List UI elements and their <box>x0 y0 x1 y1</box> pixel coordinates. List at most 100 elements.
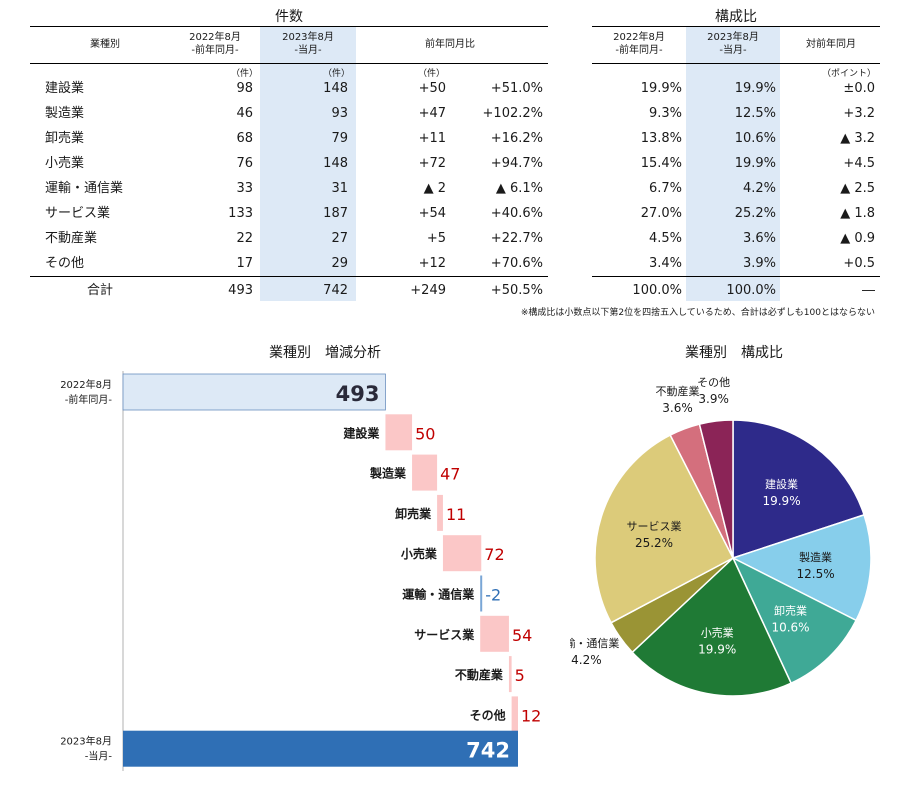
share-unit-yoy: （ポイント） <box>821 69 876 79</box>
count-row-prev: 98 <box>236 81 253 96</box>
count-row-cur: 187 <box>323 206 348 221</box>
count-total-diff: +249 <box>410 283 446 298</box>
pie-slice <box>731 556 858 685</box>
share-row-prev: 6.7% <box>648 181 682 196</box>
share-table-header-rule <box>592 63 880 64</box>
pie-slice-value: 12.5% <box>797 567 835 581</box>
waterfall-start-label: 2022年8月 <box>60 378 112 391</box>
count-header-yoy: 前年同月比 <box>425 39 475 50</box>
share-table-total-rule <box>592 276 880 277</box>
count-row-cur: 27 <box>331 231 348 246</box>
count-row-prev: 133 <box>228 206 253 221</box>
count-header-category: 業種別 <box>90 39 120 50</box>
pie-slice-label: 小売業 <box>701 626 734 639</box>
share-row-cur: 3.6% <box>742 231 776 246</box>
share-header-cur-line1: 2023年8月 <box>707 32 759 43</box>
share-table-title: 構成比 <box>715 9 757 25</box>
waterfall-step-value: 54 <box>512 626 532 645</box>
pie-slice <box>594 434 735 624</box>
share-total-prev: 100.0% <box>632 283 682 298</box>
waterfall-step-value: 50 <box>415 424 435 443</box>
waterfall-step-bar <box>511 696 518 733</box>
count-row-rate: +102.2% <box>482 106 543 121</box>
count-row-prev: 68 <box>236 131 253 146</box>
pie-slice-label: その他 <box>697 376 730 389</box>
pie-slice-value: 3.9% <box>698 392 729 406</box>
count-row-rate: +94.7% <box>490 156 543 171</box>
count-unit-diff: （件） <box>417 69 445 79</box>
count-row-category: 卸売業 <box>45 131 85 146</box>
count-row-cur: 148 <box>323 81 348 96</box>
count-row-diff: +11 <box>418 131 446 146</box>
pie-slice-value: 3.6% <box>662 401 693 415</box>
count-row-prev: 76 <box>236 156 253 171</box>
pie-slice <box>732 419 866 560</box>
pie-slice <box>731 513 872 622</box>
count-row-rate: +16.2% <box>490 131 543 146</box>
share-row-cur: 12.5% <box>734 106 776 121</box>
waterfall-start-value: 493 <box>336 382 380 406</box>
count-row-cur: 148 <box>323 156 348 171</box>
share-header-prev-line2: -前年同月- <box>615 45 663 56</box>
share-row-diff: +3.2 <box>843 106 875 121</box>
count-row-cur: 93 <box>331 106 348 121</box>
share-row-cur: 4.2% <box>742 181 776 196</box>
count-header-prev: 2022年8月 -前年同月- <box>170 31 260 57</box>
waterfall-step-label: 不動産業 <box>455 667 504 682</box>
count-header-prev-line2: -前年同月- <box>191 45 239 56</box>
waterfall-start-bar <box>122 373 386 411</box>
waterfall-title: 業種別 増減分析 <box>269 344 381 361</box>
count-row-prev: 17 <box>236 256 253 271</box>
pie-title: 業種別 構成比 <box>685 345 783 361</box>
waterfall-step-value: 12 <box>521 706 541 725</box>
count-total-label: 合計 <box>86 283 113 298</box>
pie-slice-value: 25.2% <box>635 536 673 550</box>
pie-slice-value: 4.2% <box>571 653 602 667</box>
share-row-cur: 19.9% <box>734 156 776 171</box>
pie-slice <box>631 556 793 697</box>
share-header-cur: 2023年8月 -当月- <box>688 31 778 57</box>
share-total-diff: ― <box>862 283 875 298</box>
pie-slice-label: 建設業 <box>765 477 798 491</box>
pie-slice-label: 運輸・通信業 <box>570 636 619 650</box>
waterfall-step-value: -2 <box>485 586 501 605</box>
waterfall-end-bar <box>123 730 518 767</box>
waterfall-step-value: 72 <box>484 545 504 564</box>
count-total-rate: +50.5% <box>490 283 543 298</box>
count-row-category: 不動産業 <box>45 231 98 246</box>
pie-slice-value: 19.9% <box>698 642 736 656</box>
pie-slice <box>698 419 734 559</box>
count-unit-prev: （件） <box>230 69 258 79</box>
waterfall-step-value: 47 <box>440 465 460 484</box>
share-row-diff: +4.5 <box>843 156 875 171</box>
count-total-cur: 742 <box>323 283 348 298</box>
share-row-cur: 10.6% <box>734 131 776 146</box>
count-row-cur: 79 <box>331 131 348 146</box>
count-row-cur: 31 <box>331 181 348 196</box>
waterfall-step-value: 5 <box>515 666 525 685</box>
share-row-prev: 4.5% <box>648 231 682 246</box>
pie-slice-label: サービス業 <box>627 520 682 533</box>
count-row-category: 小売業 <box>45 156 85 171</box>
share-row-diff: ▲ 0.9 <box>840 231 875 246</box>
waterfall-end-label: 2023年8月 <box>60 735 112 748</box>
count-row-category: サービス業 <box>45 206 111 221</box>
count-table-top-rule <box>30 26 548 27</box>
share-row-prev: 13.8% <box>640 131 682 146</box>
share-row-diff: ±0.0 <box>843 81 875 96</box>
count-row-prev: 33 <box>236 181 253 196</box>
count-table-title: 件数 <box>275 9 303 25</box>
share-row-diff: ▲ 3.2 <box>840 131 875 146</box>
pie-slice-label: 製造業 <box>799 550 832 564</box>
count-row-prev: 22 <box>236 231 253 246</box>
share-row-prev: 19.9% <box>640 81 682 96</box>
waterfall-step-label: 運輸・通信業 <box>402 587 475 602</box>
count-row-rate: +22.7% <box>490 231 543 246</box>
waterfall-start-label: -前年同月- <box>65 393 113 406</box>
count-row-diff: ▲ 2 <box>423 181 446 196</box>
pie-slice-label: 不動産業 <box>656 384 700 398</box>
count-row-category: 製造業 <box>45 106 85 121</box>
count-row-category: その他 <box>45 256 85 271</box>
share-header-yoy: 対前年同月 <box>806 39 856 50</box>
